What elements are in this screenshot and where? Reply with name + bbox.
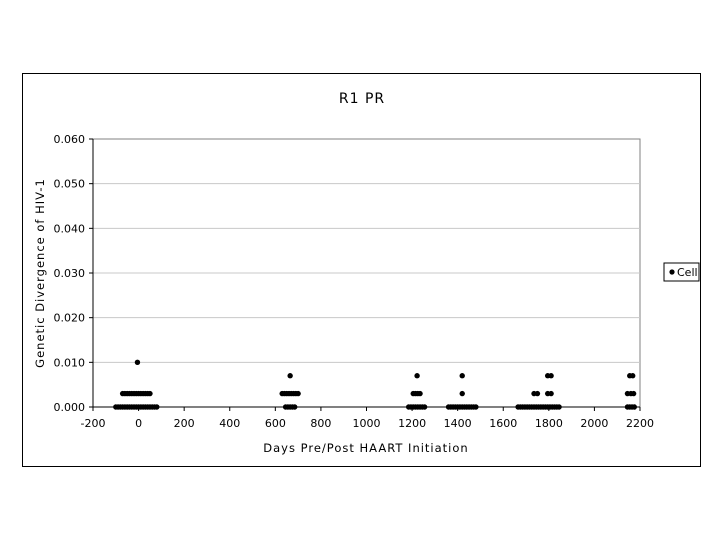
data-point (459, 373, 465, 379)
x-tick-label: -200 (81, 417, 106, 430)
y-tick-label: 0.010 (54, 356, 86, 369)
data-point (473, 404, 479, 410)
x-tick-label: 2200 (626, 417, 654, 430)
x-tick-label: 1000 (353, 417, 381, 430)
y-tick-label: 0.020 (54, 312, 86, 325)
x-tick-label: 1200 (398, 417, 426, 430)
data-point (134, 359, 141, 366)
x-tick-label: 1800 (535, 417, 563, 430)
data-point (631, 404, 638, 410)
data-point (154, 404, 160, 410)
data-point (548, 373, 554, 379)
data-point (630, 373, 636, 379)
x-tick-label: 1400 (444, 417, 472, 430)
data-point (556, 404, 562, 410)
plot-area: 0.000 0.010 0.020 0.030 0.040 0.050 0.060 -200… (54, 133, 655, 430)
y-axis-title: Genetic Divergence of HIV-1 (33, 178, 47, 368)
x-tick-label: 400 (219, 417, 240, 430)
x-axis-ticks: -200 0 200 400 600 800 1000 1200 1400 1600 1800 200… (81, 407, 654, 430)
data-point (459, 390, 465, 397)
y-tick-label: 0.040 (54, 222, 86, 235)
data-points (113, 359, 638, 410)
y-axis-ticks: 0.000 0.010 0.020 0.030 0.040 0.050 0.060 (54, 133, 93, 414)
data-point (295, 390, 301, 397)
data-point (414, 373, 420, 379)
x-tick-label: 800 (310, 417, 331, 430)
x-tick-label: 2000 (580, 417, 608, 430)
legend-marker (669, 269, 675, 275)
legend: Cell (663, 262, 700, 282)
data-point (548, 390, 554, 397)
y-tick-label: 0.050 (54, 178, 86, 191)
y-tick-label: 0.060 (54, 133, 86, 146)
data-point (630, 390, 637, 397)
x-tick-label: 200 (174, 417, 195, 430)
data-point (534, 390, 541, 397)
gridlines (93, 183, 640, 363)
x-tick-label: 1600 (489, 417, 517, 430)
legend-box (663, 262, 700, 282)
legend-label-cell: Cell (677, 266, 698, 279)
chart-title: R1 PR (339, 91, 385, 107)
data-point (292, 404, 298, 410)
chart-svg: R1 PR 0.000 0.010 0.020 0.030 0.040 0.050 0.06… (33, 91, 700, 455)
chart-frame: R1 PR 0.000 0.010 0.020 0.030 0.040 0.050 0.06… (22, 73, 701, 467)
x-axis-title: Days Pre/Post HAART Initiation (263, 441, 468, 455)
x-tick-label: 0 (135, 417, 142, 430)
x-tick-label: 600 (265, 417, 286, 430)
y-tick-label: 0.000 (54, 401, 86, 414)
data-point (417, 390, 423, 397)
data-point (147, 390, 153, 397)
data-point (287, 373, 293, 379)
data-point (421, 404, 428, 410)
y-tick-label: 0.030 (54, 267, 86, 280)
